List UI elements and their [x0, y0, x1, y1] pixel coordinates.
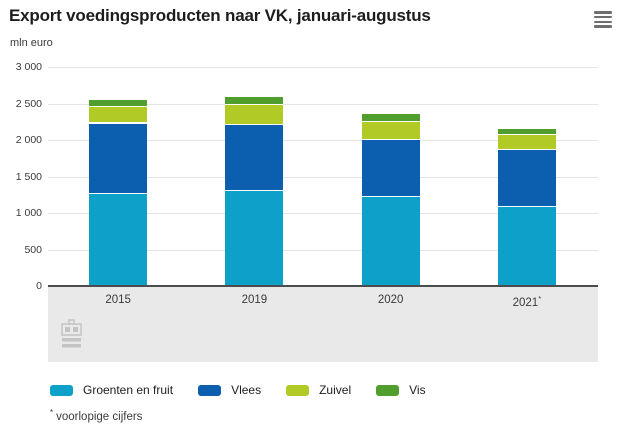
plot-area [48, 67, 598, 286]
legend-item-vis[interactable]: Vis [376, 383, 426, 397]
y-axis-tick-label: 3 000 [15, 61, 42, 73]
y-axis-tick-label: 2 000 [15, 134, 42, 146]
bar-segment-vis[interactable] [497, 128, 556, 135]
bar-segment-vlees[interactable] [225, 123, 284, 191]
legend-item-groenten-en-fruit[interactable]: Groenten en fruit [50, 383, 173, 397]
y-axis: 0 500 1 000 1 500 2 000 2 500 3 000 [0, 61, 42, 292]
legend: Groenten en fruit Vlees Zuivel Vis [50, 383, 426, 397]
footnote-text: voorlopige cijfers [56, 410, 143, 423]
legend-swatch [376, 384, 400, 396]
legend-swatch [50, 384, 73, 396]
legend-item-vlees[interactable]: Vlees [198, 383, 261, 397]
bar-segment-groenten-en-fruit[interactable] [225, 190, 284, 286]
x-axis-line [48, 285, 598, 287]
bar-segment-groenten-en-fruit[interactable] [361, 196, 420, 286]
bar-segment-zuivel[interactable] [225, 104, 284, 124]
data-table-icon [61, 319, 82, 348]
legend-item-zuivel[interactable]: Zuivel [286, 383, 351, 397]
bar-segment-vlees[interactable] [497, 148, 556, 206]
y-axis-tick-label: 1 000 [15, 207, 42, 219]
bar-segment-zuivel[interactable] [89, 106, 148, 123]
footnote: * voorlopige cijfers [50, 408, 142, 423]
legend-swatch [286, 384, 310, 396]
bar-segment-vis[interactable] [225, 96, 284, 105]
gridline [48, 103, 598, 105]
gridline [48, 140, 598, 141]
y-axis-tick-label: 2 500 [15, 97, 42, 110]
x-axis-band: 2015 2019 2020 2021* [48, 287, 598, 362]
legend-swatch [198, 384, 222, 396]
gridline [48, 176, 598, 178]
y-axis-tick-label: 0 [36, 280, 42, 292]
gridline [48, 249, 598, 251]
footnote-marker: * [50, 408, 54, 417]
y-axis-tick-label: 1 500 [15, 170, 42, 183]
bar-segment-vlees[interactable] [361, 139, 420, 197]
bar-segment-groenten-en-fruit[interactable] [497, 205, 556, 286]
bar-segment-groenten-en-fruit[interactable] [89, 193, 148, 286]
x-axis-label-2020: 2020 [377, 294, 404, 306]
legend-label: Vis [409, 383, 426, 397]
bar-segment-zuivel[interactable] [497, 134, 556, 149]
hamburger-menu-icon [594, 11, 612, 14]
bar-segment-vis[interactable] [89, 99, 148, 107]
x-axis-label-2021: 2021* [512, 294, 542, 309]
gridline [48, 67, 598, 68]
x-axis-label-2015: 2015 [105, 294, 131, 306]
y-axis-tick-label: 500 [24, 243, 42, 256]
legend-label: Vlees [231, 383, 262, 397]
chart-title: Export voedingsproducten naar VK, januar… [9, 6, 431, 25]
chart-menu-button[interactable] [594, 11, 612, 28]
bar-segment-vlees[interactable] [89, 122, 148, 194]
gridline [48, 213, 598, 214]
bar-segment-vis[interactable] [361, 113, 420, 122]
legend-label: Groenten en fruit [83, 383, 174, 397]
bar-segment-zuivel[interactable] [361, 121, 420, 140]
data-table-button[interactable] [60, 319, 83, 352]
unit-label: mln euro [10, 37, 53, 49]
x-axis-label-2019: 2019 [241, 294, 268, 306]
legend-label: Zuivel [319, 383, 352, 397]
